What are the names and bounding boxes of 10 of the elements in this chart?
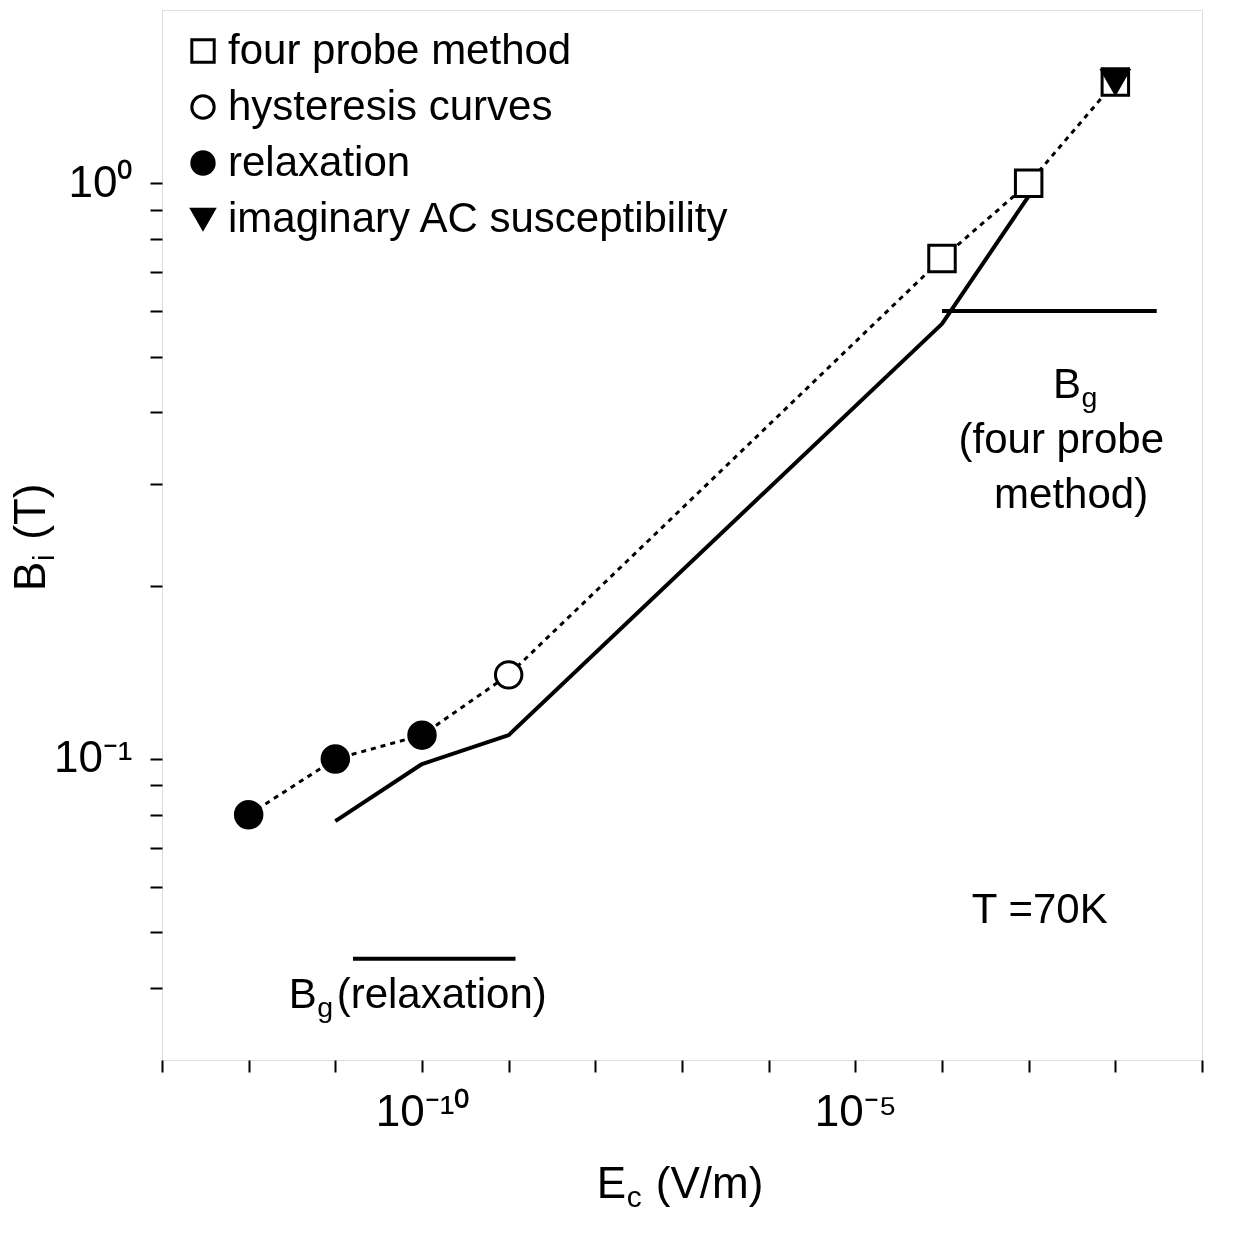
legend-label: hysteresis curves — [228, 82, 553, 129]
y-tick-label: 10⁻¹ — [53, 732, 133, 782]
legend-label: imaginary AC susceptibility — [228, 194, 728, 241]
annotation: T =70K — [971, 885, 1108, 932]
legend-label: four probe method — [228, 26, 572, 73]
x-tick-label: 10⁻¹⁰ — [375, 1085, 470, 1135]
y-axis-title: Bi (T) — [5, 483, 61, 591]
legend-label: relaxation — [228, 138, 411, 185]
x-tick-label: 10⁻⁵ — [814, 1085, 897, 1135]
y-tick-label: 10⁰ — [68, 156, 133, 206]
